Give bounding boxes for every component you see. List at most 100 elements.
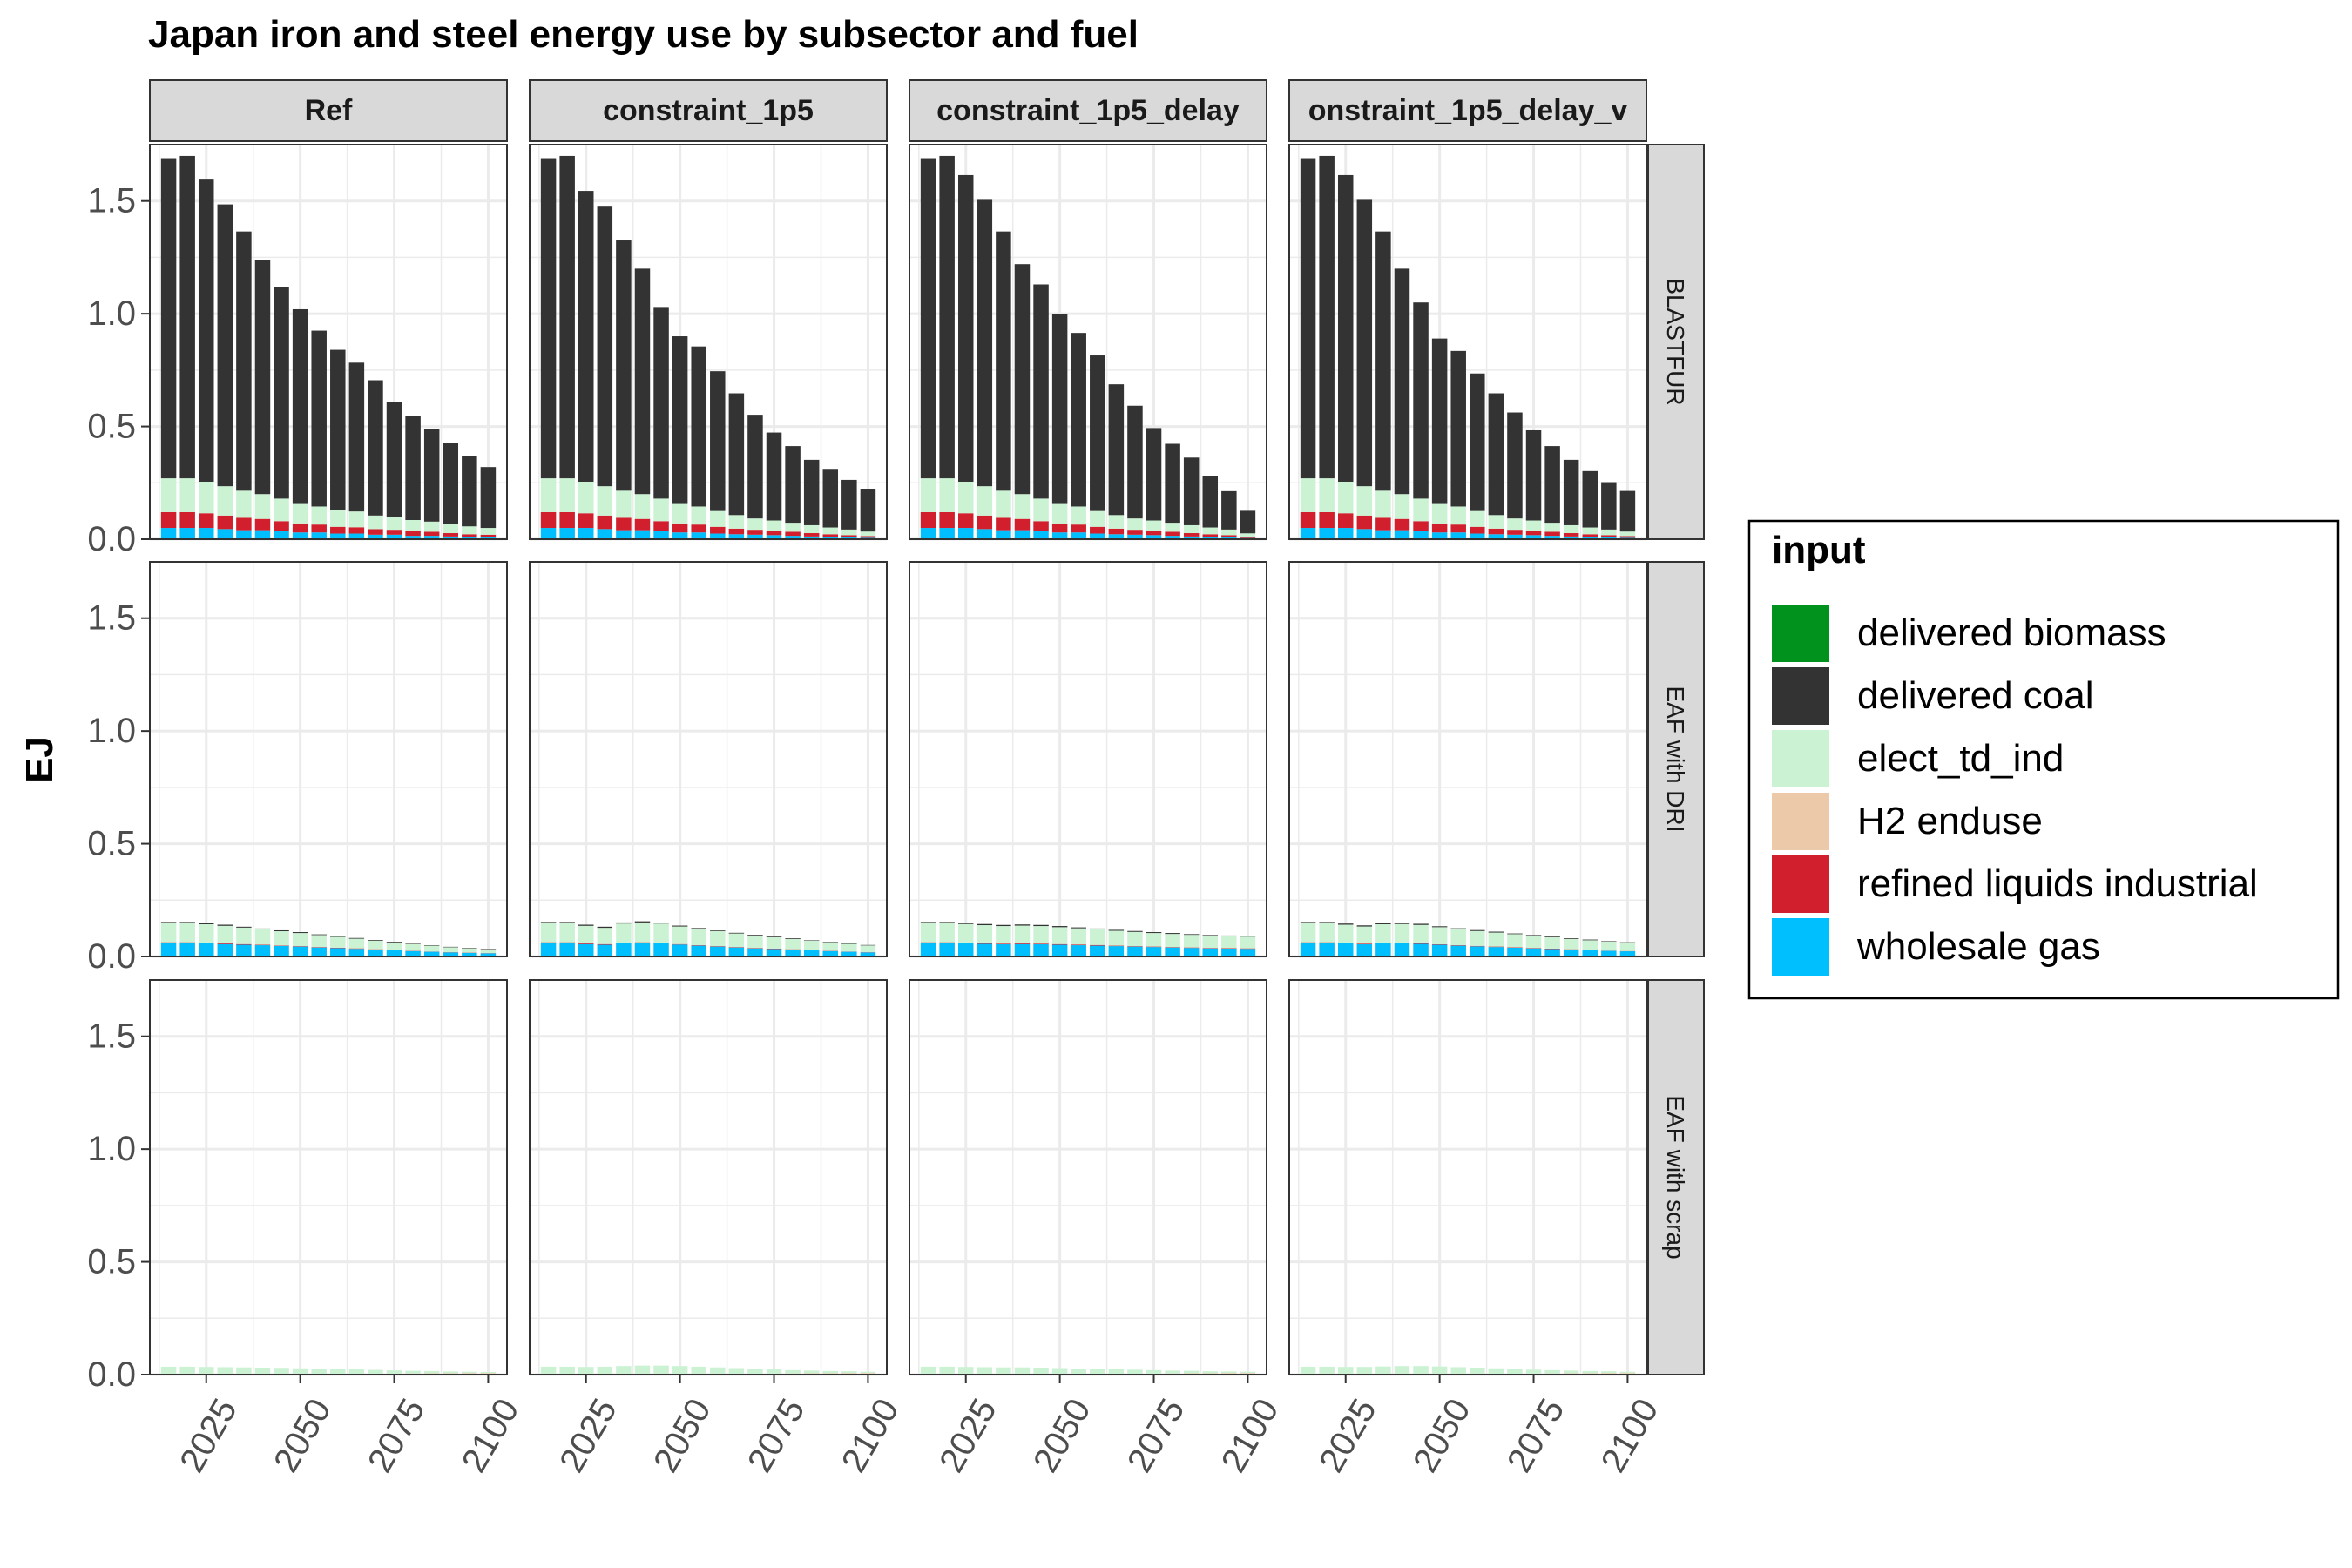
bar-elect-td-ind-2015: [920, 923, 936, 943]
bar-wholesale-gas-2055: [1071, 532, 1086, 539]
bar-elect-td-ind-2040: [634, 1365, 651, 1375]
panel-ref-eaf-with-dri: 0.0 0.5 1.0 1.5: [87, 561, 508, 976]
bar-elect-td-ind-2055: [1450, 929, 1466, 946]
bar-wholesale-gas-2100: [480, 537, 497, 539]
bar-elect-td-ind-2090: [1202, 527, 1219, 535]
bar-delivered-coal-2070: [368, 940, 383, 941]
bar-refined-liquids-industrial-2085: [803, 533, 820, 537]
facet-strip-bg: [529, 79, 888, 142]
bar-delivered-coal-2100: [1619, 490, 1636, 532]
bar-wholesale-gas-2085: [423, 536, 440, 539]
chart-title: Japan iron and steel energy use by subse…: [148, 13, 1139, 56]
bar-wholesale-gas-2015: [540, 943, 557, 956]
facet-strip-bg: [149, 79, 508, 142]
panel-ref-blastfur: 0.0 0.5 1.0 1.5: [87, 144, 508, 558]
bar-elect-td-ind-2050: [1051, 1368, 1068, 1375]
bar-elect-td-ind-2100: [480, 1371, 497, 1374]
facet-strip-bg: [1647, 561, 1705, 957]
panel-constraint-1p5-delay-blastfur: [909, 144, 1267, 541]
bar-elect-td-ind-2060: [710, 510, 726, 527]
bar-elect-td-ind-2035: [616, 490, 632, 518]
bar-wholesale-gas-2035: [996, 944, 1011, 956]
bar-elect-td-ind-2070: [368, 515, 383, 530]
bar-delivered-coal-2070: [368, 380, 383, 516]
facet-grid: Ref constraint_1p5 constraint_1p5_delay ons…: [87, 79, 1705, 1479]
bar-delivered-coal-2060: [710, 930, 726, 932]
panel-onstraint-1p5-delay-v-blastfur: [1288, 144, 1647, 541]
bar-refined-liquids-industrial-2060: [1090, 526, 1105, 534]
legend-item-h2-enduse: H2 enduse: [1772, 793, 2043, 850]
bar-refined-liquids-industrial-2080: [785, 531, 801, 537]
bar-wholesale-gas-2080: [1544, 949, 1560, 956]
bar-elect-td-ind-2060: [1470, 1367, 1485, 1375]
bar-refined-liquids-industrial-2075: [1146, 946, 1162, 948]
bar-wholesale-gas-2040: [254, 530, 271, 539]
bar-elect-td-ind-2060: [1470, 930, 1485, 946]
bar-refined-liquids-industrial-2035: [996, 517, 1011, 531]
bar-refined-liquids-industrial-2070: [1127, 530, 1143, 535]
bar-delivered-coal-2075: [766, 936, 782, 937]
y-tick-label: 1.5: [87, 599, 136, 638]
bar-elect-td-ind-2090: [822, 527, 839, 535]
bar-delivered-coal-2025: [578, 924, 594, 926]
panel-background: [150, 980, 507, 1375]
bar-refined-liquids-industrial-2030: [217, 943, 233, 944]
bar-elect-td-ind-2015: [920, 478, 936, 512]
bar-elect-td-ind-2015: [160, 1366, 177, 1375]
bar-refined-liquids-industrial-2095: [1221, 535, 1237, 537]
bar-elect-td-ind-2025: [578, 1367, 594, 1375]
bar-elect-td-ind-2055: [1450, 1367, 1466, 1375]
bar-elect-td-ind-2020: [179, 478, 195, 512]
bar-elect-td-ind-2050: [672, 926, 688, 944]
bar-wholesale-gas-2030: [1356, 529, 1373, 539]
y-tick-label: 0.0: [87, 1355, 136, 1394]
bar-wholesale-gas-2090: [822, 537, 839, 539]
bar-elect-td-ind-2020: [939, 923, 955, 943]
bar-refined-liquids-industrial-2090: [822, 534, 839, 537]
legend-box: [1747, 519, 2340, 1000]
legend-item-delivered-biomass: delivered biomass: [1772, 605, 2166, 662]
bar-delivered-coal-2050: [1051, 314, 1068, 504]
bar-wholesale-gas-2090: [1582, 950, 1598, 956]
bar-refined-liquids-industrial-2045: [1413, 521, 1429, 531]
bar-refined-liquids-industrial-2075: [766, 531, 782, 536]
bar-elect-td-ind-2020: [179, 1366, 195, 1375]
bar-elect-td-ind-2090: [1202, 936, 1219, 949]
bar-elect-td-ind-2020: [939, 1366, 955, 1375]
bar-wholesale-gas-2085: [423, 951, 440, 956]
bar-refined-liquids-industrial-2030: [217, 515, 233, 530]
bar-delivered-coal-2055: [1071, 927, 1086, 929]
bar-wholesale-gas-2025: [198, 943, 214, 956]
bar-delivered-coal-2085: [423, 945, 440, 946]
bar-delivered-coal-2045: [1413, 923, 1429, 925]
facet-strip-bg: [909, 79, 1267, 142]
bar-elect-td-ind-2085: [1563, 1370, 1579, 1374]
bar-delivered-coal-2020: [939, 922, 955, 923]
bar-refined-liquids-industrial-2050: [672, 523, 688, 533]
bar-elect-td-ind-2035: [996, 490, 1011, 518]
bar-elect-td-ind-2060: [330, 1369, 346, 1375]
bar-wholesale-gas-2090: [1202, 537, 1219, 539]
bar-wholesale-gas-2030: [977, 943, 993, 956]
bar-elect-td-ind-2020: [559, 923, 575, 943]
bar-wholesale-gas-2020: [559, 943, 575, 956]
bar-elect-td-ind-2060: [710, 931, 726, 947]
facet-strip-eaf-with-scrap: EAF with scrap: [1647, 979, 1705, 1375]
bar-delivered-coal-2025: [957, 174, 974, 482]
panel-background: [1289, 562, 1646, 956]
bar-elect-td-ind-2070: [747, 1369, 763, 1375]
bar-elect-td-ind-2100: [480, 528, 497, 535]
bar-elect-td-ind-2085: [1563, 524, 1579, 534]
bar-refined-liquids-industrial-2065: [348, 527, 365, 534]
bar-refined-liquids-industrial-2050: [1051, 943, 1068, 945]
bar-wholesale-gas-2015: [160, 528, 177, 539]
bar-wholesale-gas-2045: [1413, 531, 1429, 539]
bar-elect-td-ind-2075: [766, 520, 782, 531]
bar-delivered-coal-2025: [1337, 174, 1354, 482]
bar-elect-td-ind-2095: [1601, 529, 1617, 536]
bar-elect-td-ind-2080: [405, 1370, 421, 1374]
bar-elect-td-ind-2090: [443, 947, 459, 953]
bar-elect-td-ind-2040: [1014, 925, 1031, 943]
bar-wholesale-gas-2100: [1240, 949, 1256, 956]
bar-elect-td-ind-2030: [217, 486, 233, 516]
